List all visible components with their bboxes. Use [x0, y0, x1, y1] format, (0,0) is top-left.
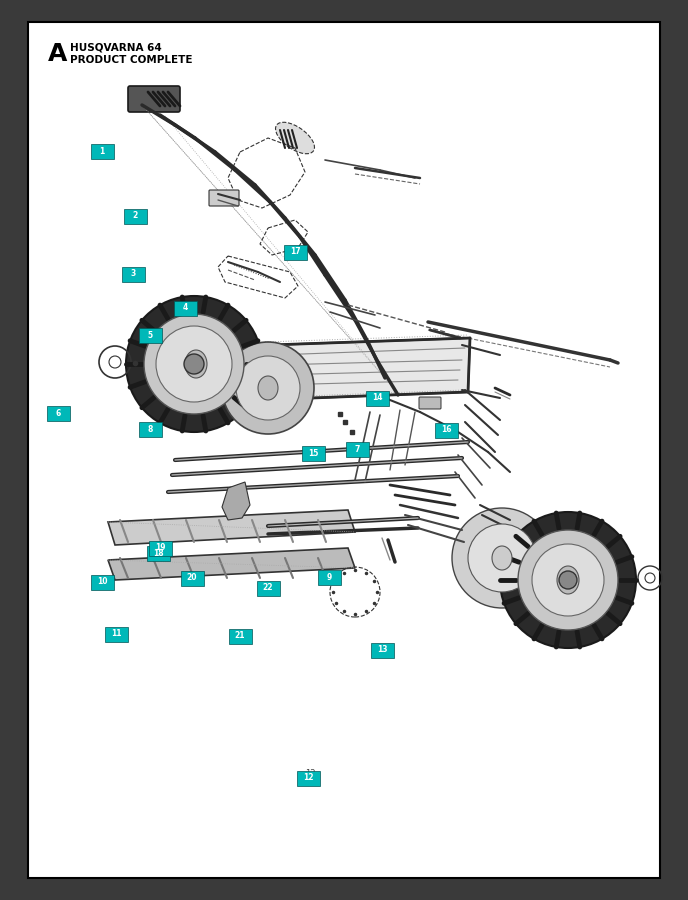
FancyBboxPatch shape [297, 770, 319, 786]
FancyBboxPatch shape [138, 328, 162, 343]
Circle shape [532, 544, 604, 616]
Text: 5: 5 [147, 330, 153, 339]
Text: 3: 3 [130, 269, 136, 278]
Circle shape [518, 530, 618, 630]
FancyBboxPatch shape [228, 628, 252, 644]
FancyBboxPatch shape [122, 266, 144, 282]
FancyBboxPatch shape [283, 245, 306, 259]
Ellipse shape [275, 122, 314, 154]
Text: 6: 6 [55, 409, 61, 418]
Text: 12: 12 [305, 770, 315, 778]
FancyBboxPatch shape [180, 571, 204, 586]
Circle shape [144, 314, 244, 414]
Text: 20: 20 [186, 573, 197, 582]
Circle shape [500, 512, 636, 648]
Text: HUSQVARNA 64: HUSQVARNA 64 [70, 42, 162, 52]
Circle shape [126, 296, 262, 432]
FancyBboxPatch shape [149, 541, 171, 555]
FancyBboxPatch shape [317, 570, 341, 584]
Circle shape [559, 571, 577, 589]
Polygon shape [108, 510, 355, 545]
Ellipse shape [258, 376, 278, 400]
Text: 19: 19 [155, 544, 165, 553]
FancyBboxPatch shape [345, 442, 369, 456]
Text: 13: 13 [377, 645, 387, 654]
Text: 10: 10 [97, 578, 107, 587]
Circle shape [452, 508, 552, 608]
FancyBboxPatch shape [301, 446, 325, 461]
FancyBboxPatch shape [128, 86, 180, 112]
Circle shape [236, 356, 300, 420]
FancyBboxPatch shape [105, 626, 127, 642]
FancyBboxPatch shape [91, 574, 114, 590]
Text: 11: 11 [111, 629, 121, 638]
Circle shape [468, 524, 536, 592]
Text: 8: 8 [147, 425, 153, 434]
Text: 1: 1 [99, 147, 105, 156]
Polygon shape [108, 548, 355, 580]
Text: 18: 18 [153, 548, 163, 557]
Text: 12: 12 [303, 773, 313, 782]
Ellipse shape [557, 566, 579, 594]
Text: 7: 7 [354, 445, 360, 454]
FancyBboxPatch shape [257, 580, 279, 596]
FancyBboxPatch shape [47, 406, 69, 420]
FancyBboxPatch shape [209, 190, 239, 206]
FancyBboxPatch shape [173, 301, 197, 316]
Ellipse shape [492, 546, 512, 570]
Text: 22: 22 [263, 583, 273, 592]
FancyBboxPatch shape [124, 209, 147, 223]
FancyBboxPatch shape [147, 545, 169, 561]
Circle shape [184, 354, 204, 374]
FancyBboxPatch shape [419, 397, 441, 409]
Text: 2: 2 [132, 212, 138, 220]
Circle shape [222, 342, 314, 434]
FancyBboxPatch shape [28, 22, 660, 878]
Text: 17: 17 [290, 248, 301, 256]
FancyBboxPatch shape [435, 422, 458, 437]
Polygon shape [222, 482, 250, 520]
Circle shape [156, 326, 232, 402]
Text: 4: 4 [182, 303, 188, 312]
FancyBboxPatch shape [365, 391, 389, 406]
FancyBboxPatch shape [138, 421, 162, 436]
Text: A: A [48, 42, 67, 66]
Text: 21: 21 [235, 632, 245, 641]
Polygon shape [260, 338, 470, 400]
FancyBboxPatch shape [91, 143, 114, 158]
Text: 16: 16 [441, 426, 451, 435]
Text: 14: 14 [372, 393, 383, 402]
Ellipse shape [185, 350, 207, 378]
Text: 15: 15 [308, 448, 318, 457]
Text: 9: 9 [326, 572, 332, 581]
FancyBboxPatch shape [371, 643, 394, 658]
Text: PRODUCT COMPLETE: PRODUCT COMPLETE [70, 55, 193, 65]
